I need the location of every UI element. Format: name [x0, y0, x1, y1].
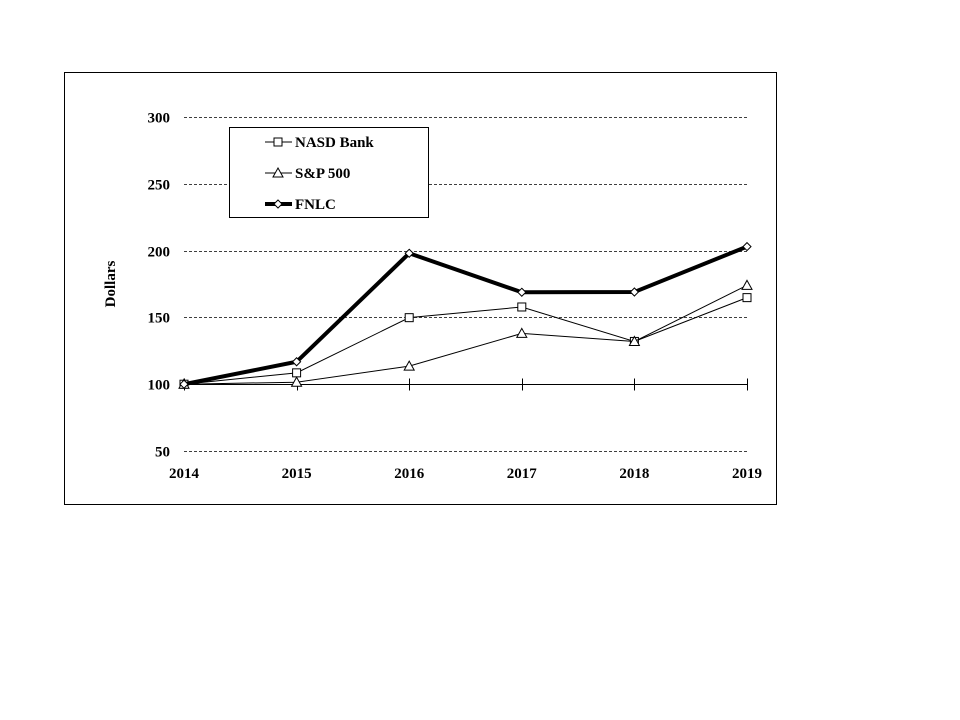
series-line [183, 297, 748, 385]
y-tick-label: 250 [148, 178, 171, 194]
legend-label: NASD Bank [295, 135, 374, 151]
y-tick-label: 150 [148, 311, 171, 327]
series-line [183, 244, 748, 387]
x-tick-label: 2015 [282, 466, 312, 482]
square-marker [273, 137, 283, 147]
diamond-marker [291, 357, 302, 367]
y-tick-label: 50 [155, 445, 170, 461]
series-fnlc [179, 241, 752, 389]
triangle-marker [515, 327, 528, 338]
diamond-marker [517, 287, 527, 297]
legend: NASD Bank S&P 500 FNLC [229, 127, 429, 218]
triangle-marker [741, 279, 753, 290]
square-marker [404, 313, 414, 323]
legend-label: S&P 500 [295, 166, 350, 182]
square-marker [742, 293, 752, 303]
y-axis-label: Dollars [103, 261, 119, 308]
square-marker [292, 368, 302, 378]
diamond-marker [742, 241, 752, 252]
triangle-marker [272, 166, 284, 178]
x-tick-label: 2019 [732, 466, 762, 482]
x-tick-label: 2016 [394, 466, 425, 482]
diamond-marker [629, 287, 640, 297]
triangle-marker [403, 360, 416, 371]
series-line [183, 284, 748, 385]
diamond-marker [404, 248, 414, 258]
y-tick-label: 100 [148, 378, 171, 394]
y-tick-label: 200 [148, 245, 171, 261]
legend-label: FNLC [295, 197, 336, 213]
x-tick-label: 2017 [507, 466, 538, 482]
y-tick-label: 300 [148, 111, 171, 127]
x-tick-label: 2014 [169, 466, 200, 482]
triangle-marker [628, 335, 641, 346]
square-marker [517, 302, 527, 312]
diamond-marker [273, 199, 283, 209]
x-tick-label: 2018 [619, 466, 649, 482]
diamond-marker [179, 379, 189, 389]
triangle-marker [290, 376, 303, 387]
